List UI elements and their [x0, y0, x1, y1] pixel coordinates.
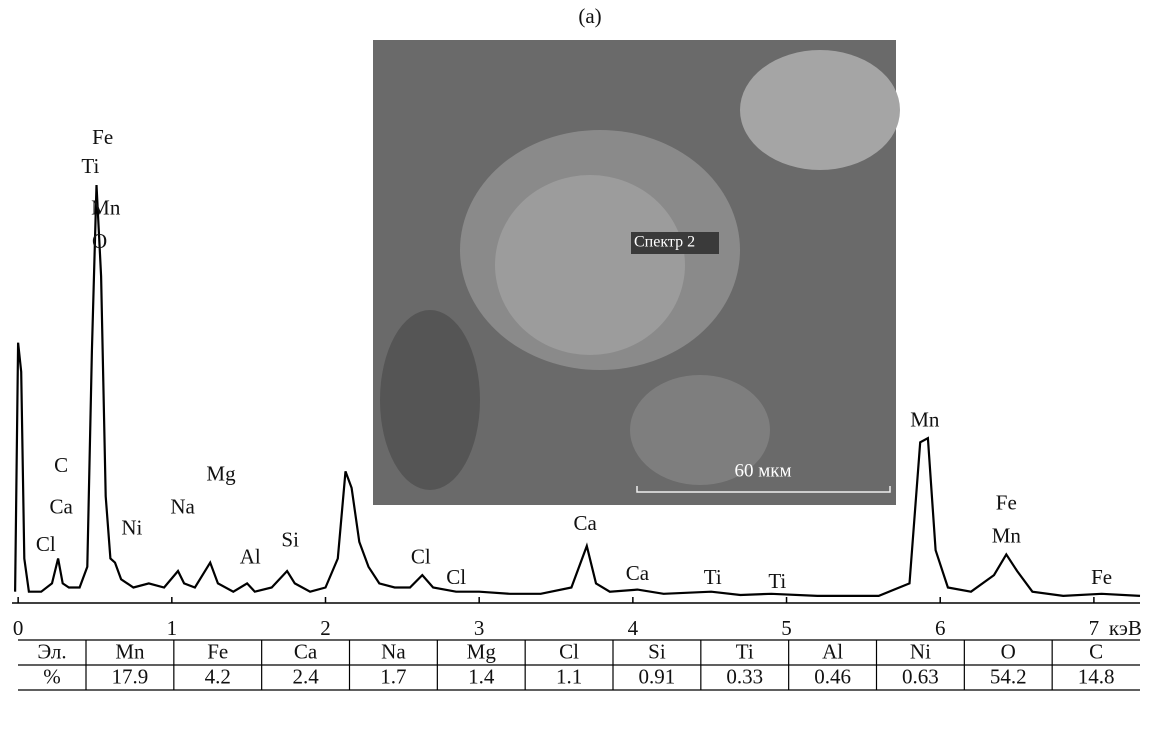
element-percent: 1.7 [380, 664, 406, 688]
figure: (a) Спектр 2 60 мкм 01234567кэВFeTiMnOCC… [0, 0, 1168, 726]
spot-label: Спектр 2 [634, 234, 695, 251]
x-tick-label: 3 [474, 616, 485, 640]
peak-label: Mn [91, 196, 121, 220]
sem-inset: Спектр 2 60 мкм [373, 40, 900, 505]
row-header: Эл. [37, 639, 66, 663]
element-name: Na [381, 639, 406, 663]
element-name: Ti [736, 639, 754, 663]
peak-label: Si [281, 528, 299, 552]
element-percent: 1.1 [556, 664, 582, 688]
element-percent: 54.2 [990, 664, 1027, 688]
element-name: O [1001, 639, 1016, 663]
row-header: % [43, 664, 61, 688]
element-percent: 4.2 [205, 664, 231, 688]
element-name: Si [648, 639, 666, 663]
peak-label: Mg [206, 461, 236, 485]
element-percent: 0.91 [639, 664, 676, 688]
element-percent: 17.9 [112, 664, 149, 688]
element-percent: 0.46 [814, 664, 851, 688]
x-tick-label: 0 [13, 616, 24, 640]
x-tick-label: 6 [935, 616, 946, 640]
peak-label: Cl [446, 565, 466, 589]
element-name: Mn [115, 639, 145, 663]
peak-label: Fe [1091, 565, 1112, 589]
peak-label: Fe [92, 125, 113, 149]
peak-label: Ti [768, 569, 786, 593]
peak-label: Na [170, 495, 195, 519]
element-percent: 1.4 [468, 664, 495, 688]
element-name: Fe [207, 639, 228, 663]
element-name: Ca [294, 639, 318, 663]
element-name: Mg [467, 639, 497, 663]
peak-label: Cl [411, 544, 431, 568]
element-percent: 2.4 [292, 664, 319, 688]
element-name: Cl [559, 639, 579, 663]
chart-title: (a) [578, 4, 601, 28]
sem-feature [495, 175, 685, 355]
peak-label: Ca [574, 511, 598, 535]
peak-label: Mn [910, 407, 940, 431]
x-tick-label: 1 [167, 616, 178, 640]
peak-label: Ca [626, 561, 650, 585]
element-percent: 0.33 [726, 664, 763, 688]
element-percent: 14.8 [1078, 664, 1115, 688]
x-tick-label: 7 [1089, 616, 1100, 640]
peak-label: Mn [992, 524, 1022, 548]
peak-label: Ti [81, 154, 99, 178]
peak-label: Al [240, 544, 261, 568]
page: {"chart_data": { "type": "line", "title"… [0, 0, 1168, 731]
x-tick-label: 2 [320, 616, 331, 640]
peak-label: Ti [704, 565, 722, 589]
sem-feature [380, 310, 480, 490]
x-unit: кэВ [1109, 616, 1142, 640]
peak-label: Cl [36, 532, 56, 556]
peak-label: C [54, 453, 68, 477]
element-percent: 0.63 [902, 664, 939, 688]
sem-feature [740, 50, 900, 170]
element-name: C [1089, 639, 1103, 663]
peak-label: O [92, 229, 107, 253]
peak-label: Ni [121, 515, 142, 539]
element-name: Al [822, 639, 843, 663]
peak-label: Fe [996, 490, 1017, 514]
peak-label: Ca [50, 495, 74, 519]
scale-label: 60 мкм [734, 460, 791, 481]
element-name: Ni [910, 639, 931, 663]
x-tick-label: 5 [781, 616, 792, 640]
x-tick-label: 4 [628, 616, 639, 640]
